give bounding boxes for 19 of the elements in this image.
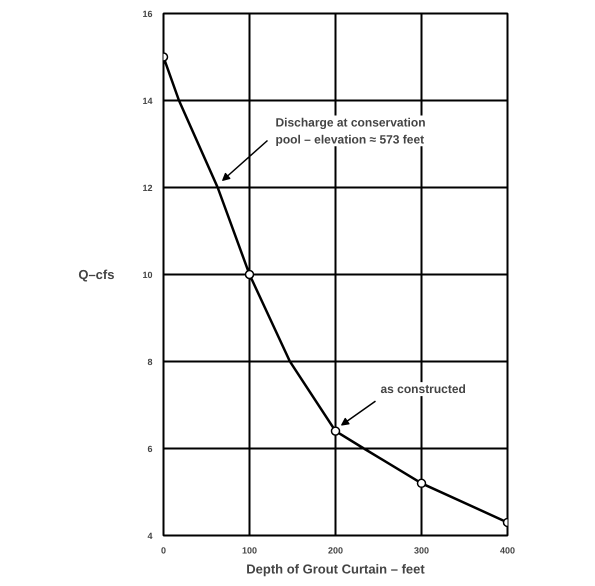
y-tick-label: 14 bbox=[142, 96, 153, 106]
annotation: as constructed bbox=[380, 382, 466, 396]
y-axis-title: Q–cfs bbox=[78, 267, 114, 282]
y-tick-label: 6 bbox=[147, 444, 153, 454]
y-tick-label: 8 bbox=[147, 357, 153, 367]
point bbox=[416, 478, 426, 488]
point bbox=[244, 270, 254, 280]
point bbox=[330, 426, 340, 436]
x-axis-title: Depth of Grout Curtain – feet bbox=[246, 562, 426, 576]
x-tick-label: 200 bbox=[328, 546, 344, 556]
y-tick-label: 12 bbox=[142, 183, 153, 193]
x-tick-label: 100 bbox=[242, 546, 258, 556]
y-tick-label: 10 bbox=[142, 270, 153, 280]
y-tick-label: 16 bbox=[142, 9, 153, 19]
x-tick-label: 400 bbox=[500, 546, 516, 556]
x-tick-label: 0 bbox=[160, 546, 166, 556]
y-tick-label: 4 bbox=[147, 531, 153, 541]
annotation: Discharge at conservation pool – elevation ≈ 573 feet bbox=[276, 116, 426, 146]
x-tick-label: 300 bbox=[414, 546, 430, 556]
